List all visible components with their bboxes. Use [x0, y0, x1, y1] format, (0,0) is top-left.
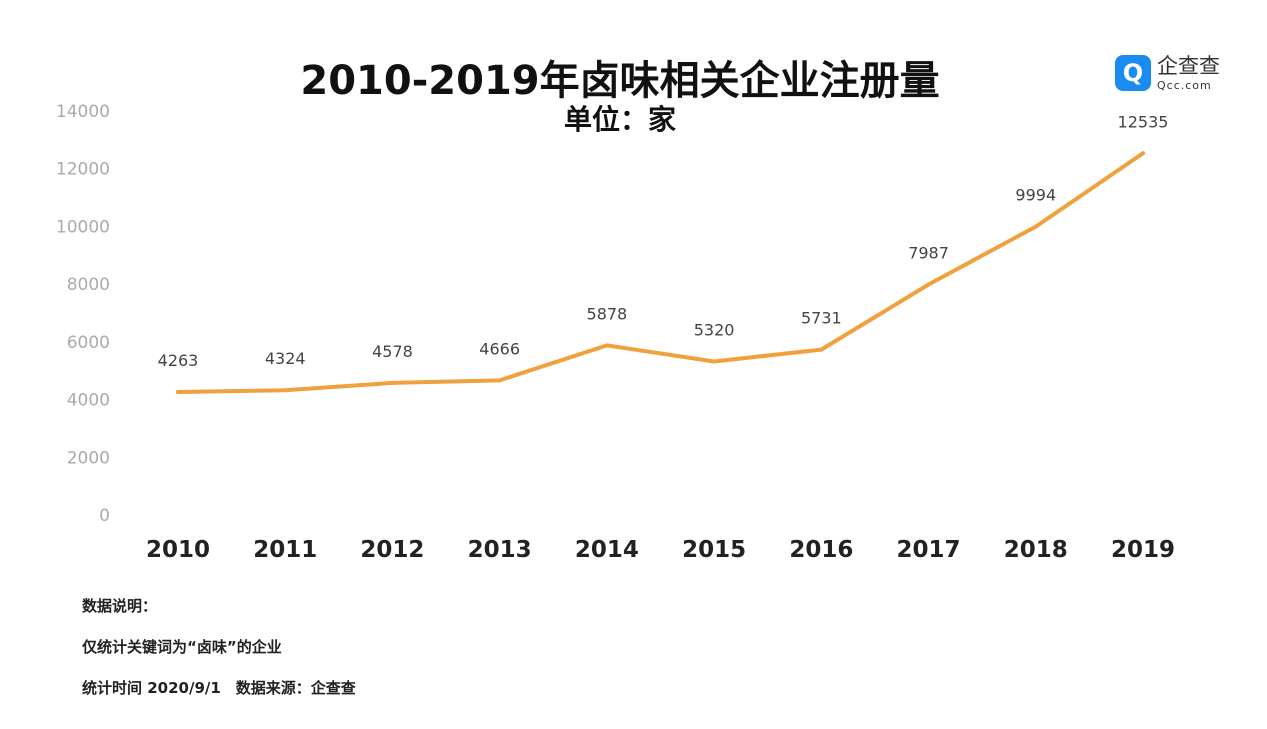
x-tick-label: 2014: [575, 537, 639, 563]
data-point: [283, 388, 288, 393]
y-tick-label: 14000: [56, 102, 110, 122]
y-tick-label: 6000: [67, 333, 110, 353]
x-tick-label: 2011: [253, 537, 317, 563]
y-tick-label: 12000: [56, 160, 110, 180]
data-point: [497, 378, 502, 383]
x-tick-label: 2010: [146, 537, 210, 563]
data-point: [926, 282, 931, 287]
x-tick-label: 2018: [1004, 537, 1068, 563]
qcc-logo: Q 企查查 Qcc.com: [1115, 55, 1220, 91]
chart-title: 2010-2019年卤味相关企业注册量: [300, 58, 940, 104]
data-label: 4578: [372, 342, 413, 361]
data-label: 5731: [801, 309, 842, 328]
chart-subtitle: 单位：家: [563, 103, 676, 136]
x-tick-label: 2019: [1111, 537, 1175, 563]
data-label: 5320: [694, 320, 735, 339]
y-tick-label: 4000: [67, 391, 110, 411]
x-tick-label: 2016: [789, 537, 853, 563]
qcc-logo-icon: Q: [1115, 55, 1151, 91]
notes-line2: 统计时间 2020/9/1 数据来源：企查查: [82, 679, 356, 697]
logo-domain: Qcc.com: [1157, 78, 1212, 92]
notes-line1: 仅统计关键词为“卤味”的企业: [82, 638, 282, 656]
logo-name: 企查查: [1157, 53, 1220, 78]
data-label: 4263: [158, 351, 199, 370]
notes-heading: 数据说明：: [82, 597, 158, 615]
y-tick-label: 0: [99, 506, 110, 526]
data-point: [390, 380, 395, 385]
data-label: 7987: [908, 244, 949, 263]
data-label: 12535: [1118, 112, 1169, 131]
data-point: [819, 347, 824, 352]
data-point: [712, 359, 717, 364]
y-tick-label: 10000: [56, 217, 110, 237]
data-point: [604, 343, 609, 348]
y-tick-label: 2000: [67, 448, 110, 468]
y-tick-label: 8000: [67, 275, 110, 295]
x-tick-label: 2015: [682, 537, 746, 563]
data-point: [1141, 151, 1145, 156]
data-label: 4666: [479, 339, 520, 358]
data-point: [1033, 224, 1038, 229]
x-tick-label: 2012: [360, 537, 424, 563]
series-line: [176, 151, 1145, 394]
data-point: [176, 389, 180, 394]
x-tick-label: 2013: [468, 537, 532, 563]
data-label: 5878: [587, 304, 628, 323]
data-label: 4324: [265, 349, 306, 368]
data-label: 9994: [1015, 186, 1056, 205]
x-tick-label: 2017: [897, 537, 961, 563]
